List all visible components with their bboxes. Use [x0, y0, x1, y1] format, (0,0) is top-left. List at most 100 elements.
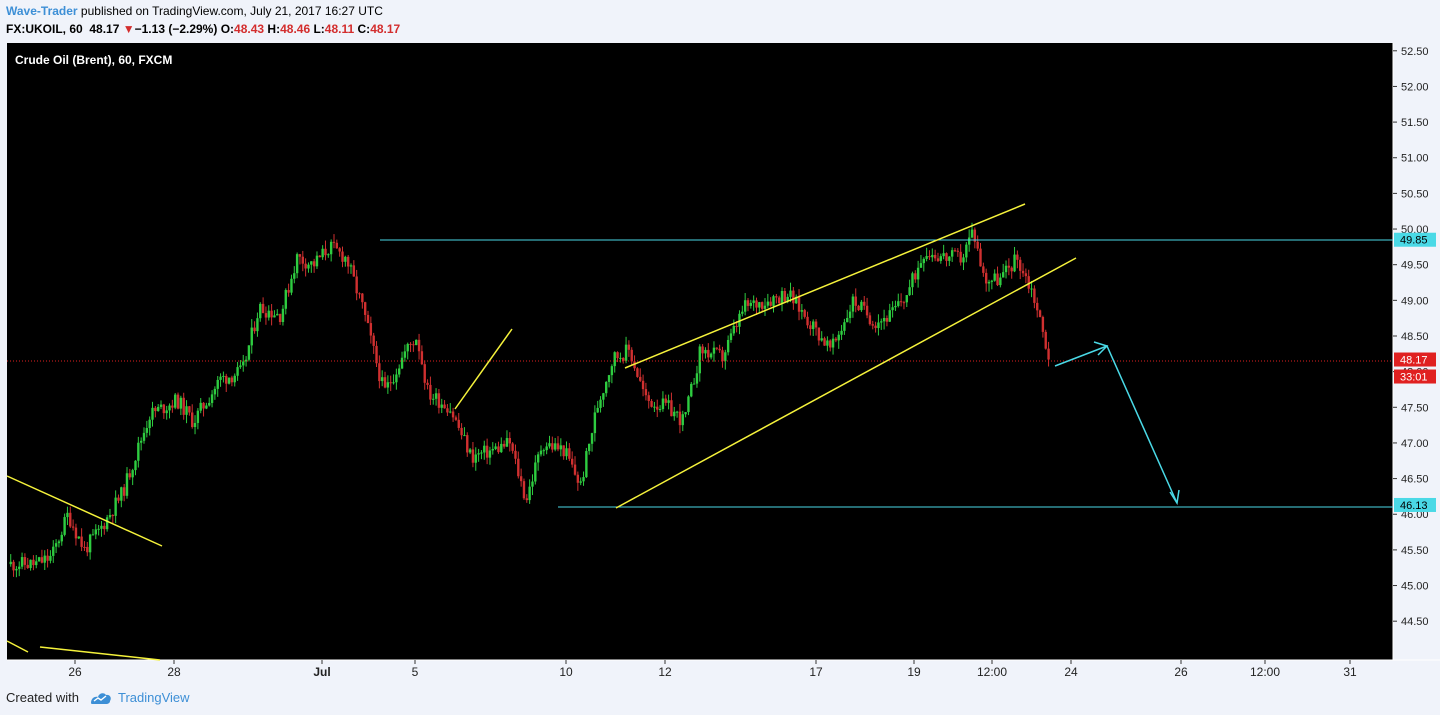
candle-body	[1013, 254, 1016, 272]
chart-area[interactable]: 52.50 52.00 51.50 51.00 50.50 50.00 49.50 49.00…	[0, 43, 1440, 683]
candle-body	[919, 263, 923, 268]
candle-body	[287, 290, 290, 293]
x-tick-label: 26	[1174, 665, 1188, 679]
trendline-bottom	[6, 640, 29, 653]
candle-body	[602, 393, 605, 400]
candle-body	[363, 302, 367, 315]
candle-body	[948, 256, 951, 261]
footer: Created with TradingView	[0, 684, 1440, 715]
tradingview-brand-link[interactable]: TradingView	[118, 690, 190, 705]
candle-body	[372, 335, 375, 346]
y-tick-label: 46.00	[1401, 509, 1429, 521]
candle-body	[12, 561, 15, 571]
candle-body	[468, 449, 472, 453]
candle-body	[1019, 259, 1022, 271]
candle-body	[965, 244, 968, 258]
x-tick-label: 26	[68, 665, 82, 679]
candle-body	[380, 377, 384, 382]
candle-body	[967, 237, 971, 245]
candle-body	[182, 397, 185, 415]
y-tick-label: 47.50	[1401, 402, 1429, 414]
candle-body	[976, 241, 979, 249]
candle-body	[857, 305, 860, 311]
candle-body	[409, 343, 412, 345]
candle-body	[77, 536, 80, 539]
candle-body	[321, 248, 324, 258]
candle-body	[959, 251, 962, 263]
candle-body	[278, 313, 282, 323]
candle-body	[415, 339, 418, 346]
candle-body	[412, 344, 415, 346]
candle-body	[284, 290, 287, 309]
candle-body	[261, 303, 265, 314]
candle-body	[627, 344, 631, 350]
tradingview-logo-icon	[91, 693, 111, 704]
candle-body	[502, 443, 506, 447]
candle-body	[406, 343, 409, 352]
candle-body	[338, 248, 341, 252]
open-label: O:	[220, 22, 235, 36]
candle-body	[982, 266, 985, 273]
candle-body	[346, 256, 350, 267]
ohlc-info: FX:UKOIL, 60 48.17 ▼−1.13 (−2.29%) O:48.…	[6, 22, 400, 36]
candle-body	[639, 376, 642, 381]
candle-body	[848, 311, 852, 318]
author-link[interactable]: Wave-Trader	[6, 4, 78, 18]
candle-body	[60, 534, 63, 542]
candle-body	[420, 351, 424, 365]
candle-body	[46, 555, 49, 561]
time-axis[interactable]: 26 28 Jul 5 10 12 17 19 12:00 24 26 12:00 31	[68, 660, 1357, 679]
y-tick-label: 51.00	[1401, 153, 1429, 165]
candle-body	[610, 366, 614, 376]
candle-body	[103, 525, 106, 530]
candle-body	[318, 255, 322, 258]
low-label: L:	[313, 22, 325, 36]
last-price: 48.17	[89, 22, 120, 36]
candle-body	[622, 357, 625, 361]
candle-body	[1016, 254, 1019, 260]
candle-body	[661, 398, 665, 410]
candle-body	[865, 305, 869, 316]
candle-body	[247, 345, 251, 360]
candle-body	[613, 352, 616, 367]
candle-body	[993, 273, 996, 281]
candle-body	[709, 353, 713, 358]
candle-body	[1001, 272, 1005, 278]
candle-body	[375, 345, 378, 364]
candle-body	[242, 361, 245, 366]
x-tick-label: Jul	[313, 665, 330, 679]
candle-body	[877, 322, 880, 329]
price-chart[interactable]: 52.5052.0051.5051.0050.5050.0049.5049.00…	[0, 43, 1440, 683]
candle-body	[590, 433, 594, 444]
candle-body	[769, 301, 772, 306]
candle-body	[403, 351, 407, 358]
down-arrow-icon: ▼	[122, 22, 135, 36]
candle-body	[71, 526, 75, 528]
candle-body	[996, 273, 999, 286]
candle-body	[990, 280, 994, 282]
candle-body	[678, 411, 682, 426]
candle-body	[352, 265, 356, 277]
y-tick-label: 47.00	[1401, 438, 1429, 450]
candle-body	[562, 445, 565, 457]
candle-body	[298, 254, 302, 257]
candle-body	[142, 432, 146, 441]
x-tick-label: 19	[907, 665, 921, 679]
y-tick-label: 51.50	[1401, 117, 1429, 129]
candle-body	[707, 349, 710, 358]
high-label: H:	[267, 22, 281, 36]
candle-body	[301, 256, 304, 264]
trendline-small	[454, 328, 513, 410]
candle-body	[786, 296, 789, 302]
candle-body	[721, 350, 724, 362]
candle-body	[80, 536, 83, 547]
candle-body	[596, 407, 599, 413]
candle-body	[173, 394, 177, 408]
candle-body	[480, 452, 483, 454]
candle-body	[899, 301, 903, 303]
candle-body	[775, 296, 778, 298]
candle-body	[755, 300, 758, 308]
candle-body	[542, 450, 546, 452]
candle-body	[933, 254, 937, 259]
candle-body	[440, 404, 443, 408]
